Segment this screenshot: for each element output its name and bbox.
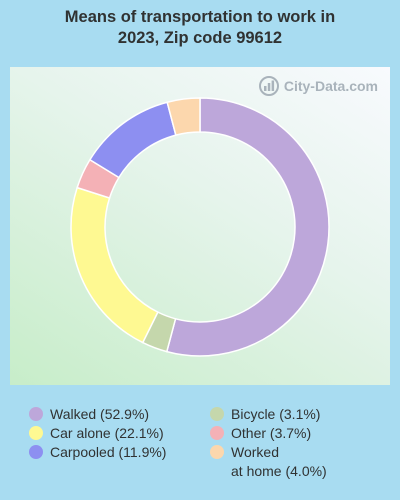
watermark-text: City-Data.com — [283, 78, 378, 94]
chart-title-text: Means of transportation to work in 2023,… — [64, 8, 336, 47]
donut-slice-carpooled — [88, 101, 177, 179]
city-data-logo-icon — [258, 76, 279, 96]
chart-title: Means of transportation to work in 2023,… — [0, 7, 400, 49]
donut-slice-car-alone — [70, 186, 159, 344]
donut-slice-worked-at-home — [166, 97, 201, 137]
watermark: City-Data.com — [258, 76, 378, 96]
donut-slice-walked — [165, 97, 330, 357]
